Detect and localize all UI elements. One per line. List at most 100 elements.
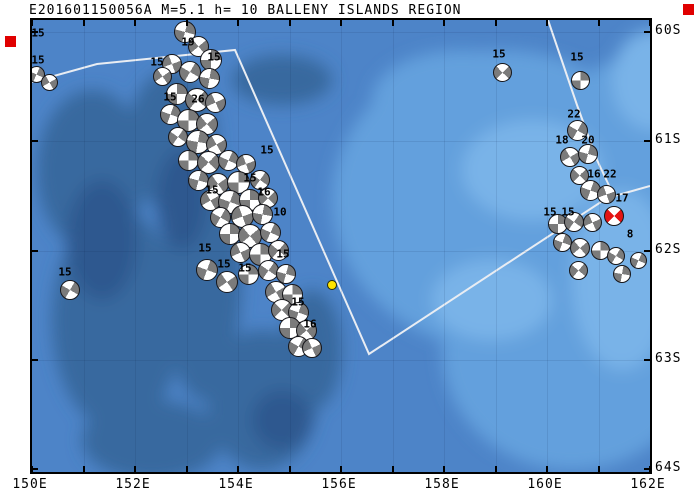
focal-mechanism-beachball — [582, 212, 602, 232]
graticule-parallel — [32, 32, 650, 33]
depth-label: 15 — [31, 53, 45, 67]
graticule-meridian — [495, 20, 497, 472]
focal-mechanism-beachball — [216, 271, 238, 293]
lon-axis-label: 152E — [115, 477, 151, 492]
axis-tick-top — [237, 20, 239, 26]
focal-mechanism-beachball — [570, 238, 590, 258]
axis-tick-top — [82, 20, 85, 26]
axis-tick-top — [134, 20, 136, 26]
lon-axis-label: 156E — [321, 477, 357, 492]
lon-axis-label: 160E — [527, 477, 563, 492]
depth-label: 17 — [615, 191, 629, 205]
focal-mechanism-beachball — [267, 239, 289, 261]
axis-tick-right — [644, 31, 650, 33]
focal-mechanism-beachball — [40, 73, 58, 91]
axis-tick-bottom — [443, 466, 445, 472]
focal-mechanism-beachball — [251, 203, 273, 225]
graticule-parallel — [32, 141, 650, 143]
axis-tick-bottom — [82, 466, 85, 472]
red-corner-mark — [5, 36, 16, 47]
axis-tick-bottom — [494, 466, 497, 472]
depth-label: 15 — [243, 171, 257, 185]
focal-mechanism-beachball — [607, 247, 625, 265]
focal-mechanism-beachball — [152, 66, 172, 86]
axis-tick-top — [597, 20, 600, 26]
axis-tick-top — [340, 20, 342, 26]
focal-mechanism-beachball — [613, 265, 631, 283]
axis-tick-top — [391, 20, 394, 26]
focal-mechanism-red — [604, 206, 624, 226]
depth-label: 15 — [58, 265, 72, 279]
depth-label: 16 — [257, 185, 271, 199]
lat-axis-label: 64S — [655, 460, 682, 475]
plot-title: E201601150056A M=5.1 h= 10 BALLENY ISLAN… — [29, 3, 462, 18]
focal-mechanism-beachball — [198, 67, 220, 89]
graticule-parallel — [32, 250, 650, 252]
station-marker — [327, 280, 337, 290]
depth-label: 15 — [163, 90, 177, 104]
axis-tick-top — [32, 20, 33, 26]
focal-mechanism-beachball — [566, 119, 588, 141]
red-corner-mark — [683, 4, 694, 15]
depth-label: 15 — [31, 26, 45, 40]
depth-label: 15 — [570, 50, 584, 64]
depth-label: 16 — [587, 167, 601, 181]
graticule-meridian — [392, 20, 394, 472]
axis-tick-top — [546, 20, 548, 26]
graticule-meridian — [135, 20, 136, 472]
focal-mechanism-beachball — [168, 127, 188, 147]
axis-tick-bottom — [340, 466, 342, 472]
depth-label: 15 — [198, 241, 212, 255]
depth-label: 19 — [181, 35, 195, 49]
axis-tick-bottom — [391, 466, 394, 472]
depth-label: 22 — [603, 167, 617, 181]
map-frame: 15 15 15 15 15 19 15 26 15 15 15 16 10 15 15 15 15 15 16 15… — [30, 18, 652, 474]
focal-mechanism-beachball — [552, 232, 572, 252]
lat-axis-label: 63S — [655, 350, 682, 366]
depth-label: 10 — [273, 205, 287, 219]
axis-tick-top — [443, 20, 445, 26]
depth-label: 15 — [207, 50, 221, 64]
axis-tick-left — [32, 468, 38, 470]
focal-mechanism-beachball — [60, 280, 80, 300]
axis-tick-top — [288, 20, 291, 26]
focal-mechanism-beachball — [250, 170, 270, 190]
focal-mechanism-beachball — [174, 21, 196, 43]
focal-mechanism-beachball — [578, 144, 598, 164]
depth-label: 15 — [561, 205, 575, 219]
axis-tick-right — [644, 140, 650, 143]
graticule-meridian — [83, 20, 85, 472]
focal-mechanism-beachball — [257, 259, 279, 281]
axis-tick-top — [185, 20, 188, 26]
axis-tick-top — [649, 20, 650, 26]
axis-tick-right — [644, 358, 650, 361]
focal-mechanism-beachball — [302, 338, 322, 358]
depth-label: 15 — [276, 247, 290, 261]
depth-label: 26 — [191, 92, 205, 106]
lon-axis-label: 150E — [12, 477, 48, 492]
focal-mechanism-beachball — [629, 251, 647, 269]
axis-tick-left — [32, 358, 38, 361]
focal-mechanism-beachball — [204, 91, 226, 113]
focal-mechanism-beachball — [570, 70, 590, 90]
axis-tick-bottom — [237, 466, 239, 472]
axis-tick-bottom — [185, 466, 188, 472]
depth-label: 15 — [150, 55, 164, 69]
focal-mechanism-beachball — [560, 147, 580, 167]
focal-mechanism-beachball — [196, 259, 218, 281]
focal-mechanism-beachball — [569, 165, 589, 185]
graticule-meridian — [186, 20, 188, 472]
focal-mechanism-beachball — [596, 184, 616, 204]
focal-mechanism-beachball — [217, 149, 239, 171]
graticule-meridian — [444, 20, 445, 472]
focal-mechanism-beachball — [568, 260, 588, 280]
graticule-meridian — [341, 20, 342, 472]
depth-label: 15 — [260, 143, 274, 157]
axis-tick-right — [644, 249, 650, 252]
axis-tick-left — [32, 249, 38, 252]
focal-mechanism-beachball — [492, 62, 512, 82]
graticule-meridian — [289, 20, 291, 472]
depth-label: 22 — [567, 107, 581, 121]
depth-label: 15 — [492, 47, 506, 61]
